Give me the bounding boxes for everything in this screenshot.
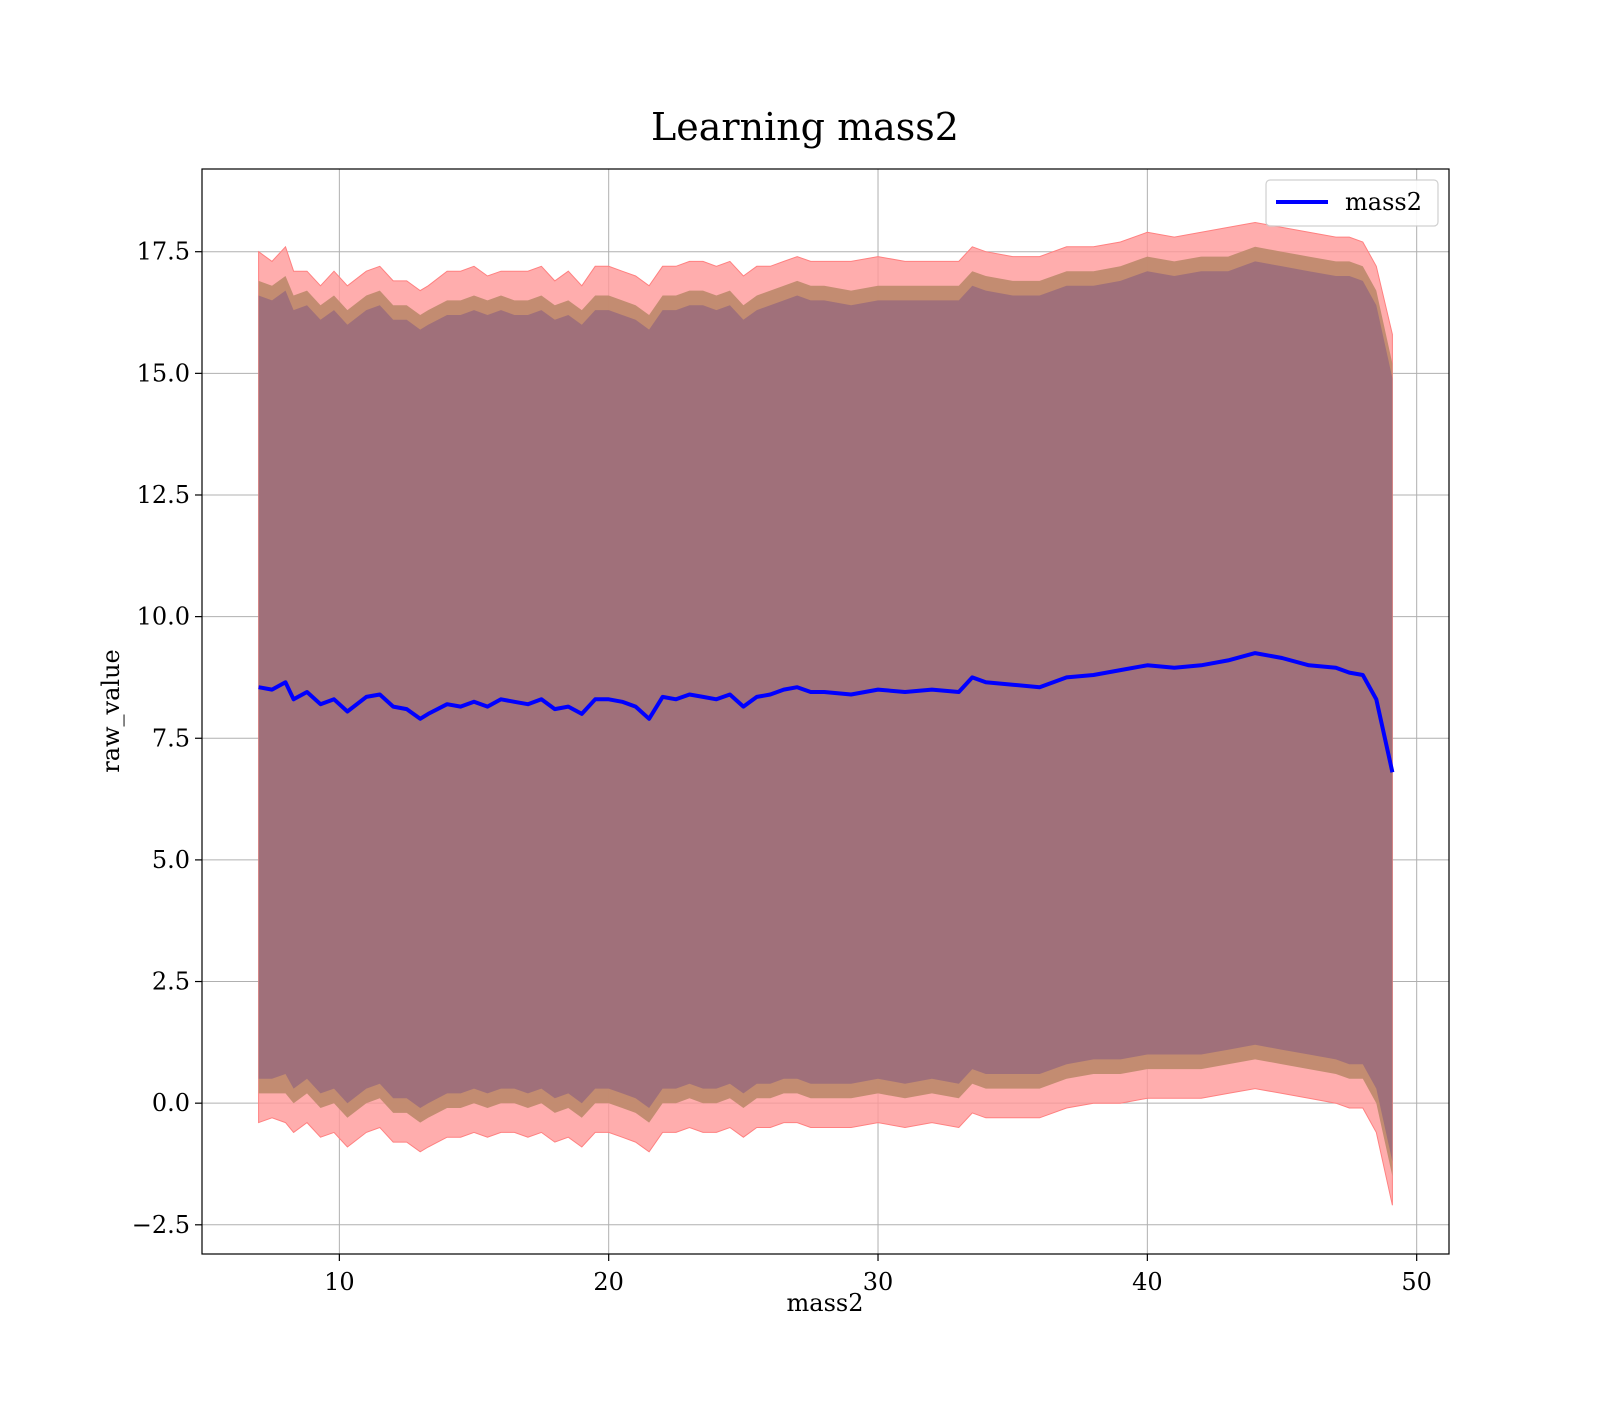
- y-tick-label: 12.5: [137, 481, 190, 509]
- band-inner: [258, 261, 1393, 1162]
- x-tick-label: 50: [1401, 1268, 1432, 1296]
- y-axis-label: raw_value: [97, 649, 125, 773]
- chart-title: Learning mass2: [651, 105, 959, 149]
- line-layer: [258, 651, 1395, 773]
- series-line-mass2: [258, 651, 1395, 773]
- y-tick-label: 17.5: [137, 238, 190, 266]
- y-tick-label: 10.0: [137, 603, 190, 631]
- y-tick-label: −2.5: [132, 1211, 190, 1239]
- y-tick-label: 0.0: [152, 1089, 190, 1117]
- x-axis-label: mass2: [787, 1289, 864, 1317]
- tick-layer: 10 20 30 40 50 −2.5 0.0 2.5 5.0 7.5 10.0 12.5 15.0 17…: [132, 238, 1432, 1296]
- legend-box: [1265, 179, 1439, 227]
- y-tick-label: 2.5: [152, 968, 190, 996]
- legend-label-mass2: mass2: [1345, 188, 1422, 216]
- y-tick-label: 5.0: [152, 846, 190, 874]
- y-tick-label: 7.5: [152, 724, 190, 752]
- plot-frame: [201, 168, 1450, 1255]
- x-tick-label: 40: [1132, 1268, 1163, 1296]
- band-layer: [258, 221, 1393, 1206]
- y-tick-label: 15.0: [137, 359, 190, 387]
- legend: mass2: [1265, 179, 1439, 227]
- x-tick-label: 20: [593, 1268, 624, 1296]
- x-tick-label: 30: [863, 1268, 894, 1296]
- x-tick-label: 10: [324, 1268, 355, 1296]
